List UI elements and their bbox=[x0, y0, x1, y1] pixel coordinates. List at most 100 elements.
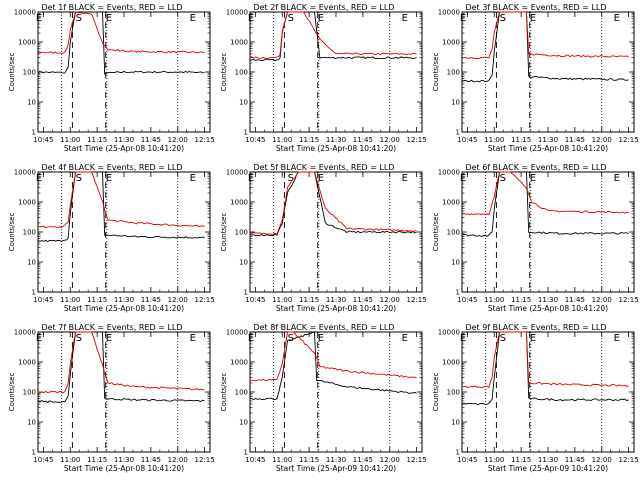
events-series-line bbox=[37, 11, 205, 75]
y-tick-label: 10000 bbox=[438, 9, 460, 17]
x-tick-label: 11:30 bbox=[538, 296, 558, 304]
x-tick-label: 12:00 bbox=[592, 296, 612, 304]
x-axis-label: Start Time (25-Apr-08 10:41:20) bbox=[276, 144, 396, 153]
chart-title: Det 6f BLACK = Events, RED = LLD bbox=[465, 163, 606, 172]
y-tick-label: 1000 bbox=[18, 39, 36, 47]
x-tick-label: 11:30 bbox=[114, 296, 134, 304]
x-tick-label: 12:15 bbox=[407, 296, 427, 304]
x-tick-label: 12:15 bbox=[619, 456, 639, 464]
x-tick-label: 12:00 bbox=[380, 456, 400, 464]
y-tick-label: 1 bbox=[32, 289, 36, 297]
lld-series-line bbox=[461, 171, 629, 216]
y-tick-label: 1 bbox=[244, 449, 248, 457]
y-tick-label: 100 bbox=[23, 69, 36, 77]
y-axis-label: Counts/sec bbox=[8, 53, 16, 92]
events-series-line bbox=[249, 11, 417, 62]
interval-marker: E bbox=[190, 173, 196, 184]
y-tick-label: 100 bbox=[447, 389, 460, 397]
y-tick-label: 1 bbox=[456, 129, 460, 137]
y-axis-label: Counts/sec bbox=[8, 213, 16, 252]
y-tick-label: 10000 bbox=[226, 9, 248, 17]
lld-series-line bbox=[249, 331, 417, 382]
x-tick-label: 12:15 bbox=[407, 136, 427, 144]
y-tick-label: 100 bbox=[235, 69, 248, 77]
interval-marker: E bbox=[530, 333, 536, 344]
x-tick-label: 12:15 bbox=[407, 456, 427, 464]
y-tick-label: 10 bbox=[451, 99, 460, 107]
interval-marker: E bbox=[402, 13, 408, 24]
events-series-line bbox=[249, 171, 417, 237]
interval-marker: E bbox=[614, 333, 620, 344]
x-tick-label: 11:30 bbox=[326, 296, 346, 304]
x-tick-label: 10:45 bbox=[33, 296, 53, 304]
interval-marker: E bbox=[248, 13, 254, 24]
x-tick-label: 12:00 bbox=[168, 456, 188, 464]
interval-marker: E bbox=[106, 13, 112, 24]
x-axis-label: Start Time (25-Apr-08 10:41:20) bbox=[64, 304, 184, 313]
x-tick-label: 11:15 bbox=[87, 136, 107, 144]
y-tick-label: 10000 bbox=[226, 169, 248, 177]
x-tick-label: 12:15 bbox=[195, 296, 215, 304]
plot-frame bbox=[461, 331, 635, 453]
x-tick-label: 11:30 bbox=[114, 456, 134, 464]
x-tick-label: 12:00 bbox=[592, 136, 612, 144]
x-axis-label: Start Time (25-Apr-09 10:41:20) bbox=[488, 464, 608, 473]
chart-panel-9: Det 9f BLACK = Events, RED = LLD 1 10 100 10… bbox=[432, 323, 639, 473]
x-tick-label: 11:00 bbox=[60, 296, 80, 304]
interval-marker: E bbox=[614, 13, 620, 24]
x-tick-label: 11:15 bbox=[87, 296, 107, 304]
interval-marker: S bbox=[76, 13, 82, 24]
interval-marker: E bbox=[248, 173, 254, 184]
interval-marker: S bbox=[76, 333, 82, 344]
y-tick-label: 10 bbox=[239, 99, 248, 107]
x-tick-label: 12:15 bbox=[619, 296, 639, 304]
y-tick-label: 1 bbox=[456, 449, 460, 457]
chart-title: Det 8f BLACK = Events, RED = LLD bbox=[253, 323, 394, 332]
x-tick-label: 11:15 bbox=[511, 136, 531, 144]
x-tick-label: 11:15 bbox=[299, 296, 319, 304]
interval-marker: E bbox=[318, 13, 324, 24]
lld-series-line bbox=[249, 171, 417, 235]
interval-marker: S bbox=[76, 173, 82, 184]
y-tick-label: 100 bbox=[23, 229, 36, 237]
x-tick-label: 11:00 bbox=[60, 456, 80, 464]
interval-marker: E bbox=[402, 333, 408, 344]
y-tick-label: 10 bbox=[451, 259, 460, 267]
y-tick-label: 10000 bbox=[226, 329, 248, 337]
interval-marker: E bbox=[190, 13, 196, 24]
y-tick-label: 10000 bbox=[14, 9, 36, 17]
x-tick-label: 11:00 bbox=[272, 136, 292, 144]
chart-title: Det 1f BLACK = Events, RED = LLD bbox=[41, 3, 182, 12]
lld-series-line bbox=[461, 11, 629, 59]
x-tick-label: 12:00 bbox=[168, 136, 188, 144]
x-tick-label: 11:45 bbox=[565, 456, 585, 464]
y-axis-label: Counts/sec bbox=[220, 53, 228, 92]
x-tick-label: 11:15 bbox=[511, 296, 531, 304]
x-tick-label: 12:00 bbox=[168, 296, 188, 304]
y-tick-label: 1 bbox=[244, 289, 248, 297]
interval-marker: S bbox=[288, 13, 294, 24]
events-series-line bbox=[461, 331, 629, 406]
x-tick-label: 11:15 bbox=[87, 456, 107, 464]
chart-panel-6: Det 6f BLACK = Events, RED = LLD 1 10 100 10… bbox=[432, 163, 639, 313]
x-tick-label: 12:15 bbox=[195, 456, 215, 464]
x-tick-label: 11:00 bbox=[272, 296, 292, 304]
x-axis-label: Start Time (25-Apr-08 10:41:20) bbox=[276, 304, 396, 313]
y-tick-label: 1000 bbox=[18, 199, 36, 207]
interval-marker: E bbox=[318, 173, 324, 184]
y-tick-label: 1 bbox=[456, 289, 460, 297]
interval-marker: E bbox=[36, 333, 42, 344]
chart-title: Det 7f BLACK = Events, RED = LLD bbox=[41, 323, 182, 332]
y-tick-label: 1000 bbox=[230, 199, 248, 207]
chart-title: Det 2f BLACK = Events, RED = LLD bbox=[253, 3, 394, 12]
x-tick-label: 11:00 bbox=[272, 456, 292, 464]
x-tick-label: 11:00 bbox=[484, 296, 504, 304]
x-tick-label: 12:15 bbox=[195, 136, 215, 144]
x-tick-label: 11:30 bbox=[538, 136, 558, 144]
lld-series-line bbox=[249, 11, 417, 59]
y-tick-label: 10000 bbox=[438, 329, 460, 337]
y-tick-label: 10 bbox=[27, 99, 36, 107]
y-tick-label: 1000 bbox=[442, 39, 460, 47]
x-tick-label: 12:00 bbox=[380, 136, 400, 144]
chart-panel-1: Det 1f BLACK = Events, RED = LLD 1 10 100 10… bbox=[8, 3, 215, 153]
